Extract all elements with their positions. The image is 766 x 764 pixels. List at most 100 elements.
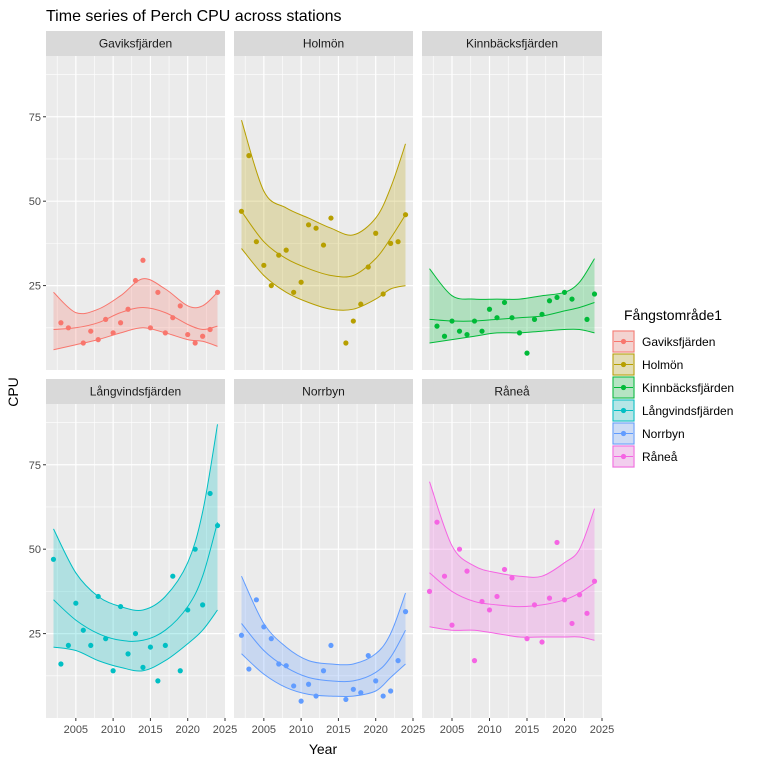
data-point bbox=[402, 212, 409, 218]
data-point bbox=[283, 247, 289, 253]
data-point bbox=[494, 315, 500, 321]
data-point bbox=[561, 597, 568, 603]
data-point bbox=[58, 661, 64, 667]
data-point bbox=[441, 333, 448, 339]
data-point bbox=[350, 318, 356, 324]
legend-label: Långvindsfjärden bbox=[642, 404, 733, 418]
x-tick-label: 2005 bbox=[252, 724, 276, 736]
data-point bbox=[501, 299, 508, 306]
data-point bbox=[584, 316, 590, 322]
legend-point bbox=[620, 453, 627, 460]
x-tick-label: 2020 bbox=[363, 724, 387, 736]
data-point bbox=[456, 328, 463, 334]
data-point bbox=[268, 282, 274, 289]
facet-data bbox=[426, 481, 598, 664]
x-tick-label: 2015 bbox=[138, 724, 162, 736]
legend-item-norrbyn: Norrbyn bbox=[612, 422, 685, 445]
legend-point bbox=[620, 384, 627, 391]
data-point bbox=[509, 315, 515, 321]
data-point bbox=[214, 289, 221, 295]
data-point bbox=[584, 610, 590, 616]
legend-point bbox=[620, 430, 627, 437]
data-point bbox=[162, 330, 168, 336]
data-point bbox=[479, 598, 485, 605]
y-axis-title: CPU bbox=[5, 377, 21, 407]
ci-upper-line bbox=[429, 258, 595, 300]
data-point bbox=[449, 622, 455, 628]
data-point bbox=[373, 678, 379, 684]
data-point bbox=[402, 609, 409, 615]
data-point bbox=[328, 642, 334, 649]
x-tick-label: 2010 bbox=[101, 724, 125, 736]
data-point bbox=[192, 340, 198, 346]
data-point bbox=[125, 306, 131, 312]
facet-data bbox=[238, 575, 409, 704]
data-point bbox=[200, 333, 206, 339]
data-point bbox=[539, 639, 545, 645]
data-point bbox=[531, 316, 538, 322]
data-point bbox=[569, 620, 575, 627]
data-point bbox=[132, 630, 139, 637]
x-axis-title: Year bbox=[309, 741, 338, 757]
y-tick-label: 50 bbox=[29, 544, 41, 556]
data-point bbox=[591, 578, 598, 584]
data-point bbox=[539, 311, 545, 317]
x-tick-label: 2025 bbox=[401, 724, 425, 736]
data-point bbox=[132, 277, 139, 284]
data-point bbox=[214, 522, 221, 529]
data-point bbox=[110, 330, 116, 336]
x-tick-label: 2005 bbox=[64, 724, 88, 736]
y-tick-label: 25 bbox=[29, 281, 41, 293]
data-point bbox=[50, 556, 57, 562]
facet-panel-ranea: Råneå 2005 2010 2015 2020 2025 bbox=[422, 379, 614, 736]
facet-strip bbox=[234, 31, 413, 56]
data-point bbox=[554, 539, 560, 546]
data-point bbox=[343, 340, 349, 346]
data-point bbox=[365, 652, 371, 659]
data-point bbox=[434, 519, 440, 525]
data-point bbox=[65, 325, 71, 331]
data-point bbox=[426, 588, 433, 594]
x-tick-label: 2020 bbox=[175, 724, 199, 736]
data-point bbox=[155, 678, 161, 684]
data-point bbox=[253, 239, 259, 245]
facet-panel-holmon: Holmön bbox=[234, 31, 413, 370]
data-point bbox=[125, 651, 131, 657]
data-point bbox=[291, 289, 297, 295]
data-point bbox=[509, 575, 515, 581]
confidence-band bbox=[429, 258, 595, 343]
x-tick-label: 2015 bbox=[515, 724, 539, 736]
trend-line bbox=[429, 572, 595, 608]
data-point bbox=[524, 350, 530, 356]
facet-panel-langvindsfjarden: Långvindsfjärden 25 50 75 2005 2010 2015 2020 20… bbox=[29, 379, 237, 736]
data-point bbox=[147, 644, 154, 650]
facet-data bbox=[429, 258, 598, 356]
trend-line bbox=[429, 302, 595, 322]
data-point bbox=[185, 331, 191, 338]
data-point bbox=[328, 215, 334, 221]
data-point bbox=[246, 153, 252, 159]
facet-panels: Gaviksfjärden 25 50 75 Holmön Kinnbäcksfjärde… bbox=[29, 31, 614, 736]
data-point bbox=[486, 306, 493, 312]
data-point bbox=[95, 593, 101, 600]
data-point bbox=[358, 301, 364, 307]
legend-item-langvindsfjarden: Långvindsfjärden bbox=[612, 399, 733, 422]
data-point bbox=[80, 627, 86, 633]
x-tick-label: 2015 bbox=[326, 724, 350, 736]
data-point bbox=[313, 693, 319, 699]
data-point bbox=[494, 593, 500, 600]
legend-label: Kinnbäcksfjärden bbox=[642, 381, 734, 395]
data-point bbox=[170, 573, 176, 579]
facet-strip-label: Gaviksfjärden bbox=[99, 37, 172, 51]
data-point bbox=[449, 318, 455, 324]
ci-lower-line bbox=[241, 248, 406, 311]
legend-point bbox=[620, 361, 627, 368]
legend-point bbox=[620, 338, 627, 345]
data-point bbox=[155, 289, 161, 295]
data-point bbox=[88, 642, 94, 649]
facet-strip bbox=[422, 31, 602, 56]
ci-lower-line bbox=[241, 653, 406, 698]
x-tick-label: 2025 bbox=[213, 724, 237, 736]
facet-data bbox=[238, 120, 409, 346]
legend-label: Råneå bbox=[642, 450, 678, 464]
